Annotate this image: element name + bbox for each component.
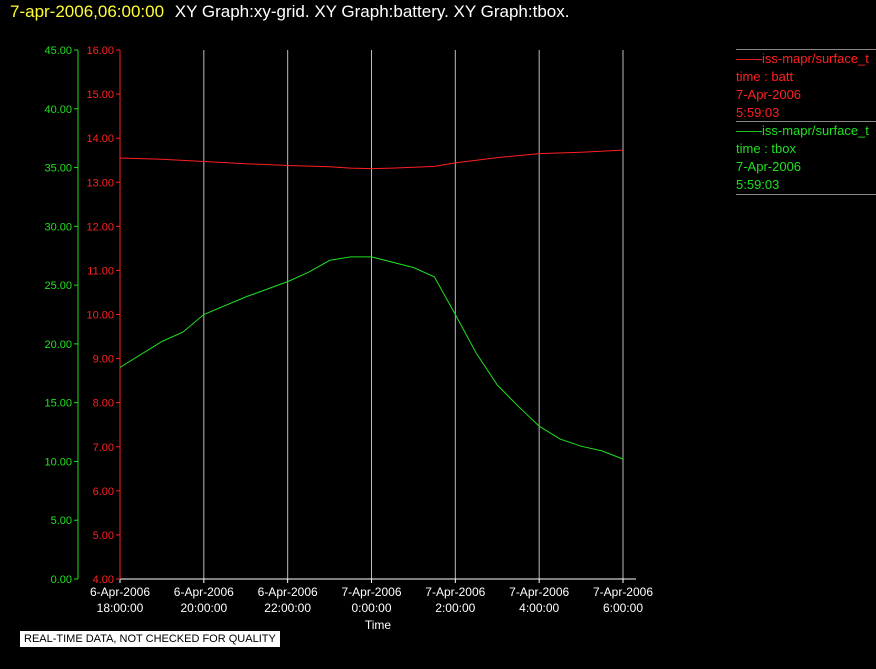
- y-tick-label-batt: 4.00: [93, 574, 114, 586]
- x-tick-label: 7-Apr-2006: [509, 585, 569, 599]
- x-tick-label: 22:00:00: [264, 601, 311, 615]
- x-tick-label: 6-Apr-2006: [90, 585, 150, 599]
- x-tick-label: 0:00:00: [351, 601, 391, 615]
- y-tick-label-batt: 10.00: [86, 310, 114, 322]
- y-tick-label-tbox: 40.00: [44, 104, 72, 116]
- series-line-batt: [119, 149, 624, 170]
- chart-header: 7-apr-2006,06:00:00 XY Graph:xy-grid. XY…: [10, 2, 569, 22]
- legend-entry-batt: ——iss-mapr/surface_t time : batt 7-Apr-2…: [736, 49, 876, 124]
- series-layer: [119, 149, 624, 460]
- x-tick-label: 7-Apr-2006: [593, 585, 653, 599]
- grid-layer: [203, 50, 624, 579]
- x-tick-label: 6-Apr-2006: [174, 585, 234, 599]
- y-tick-label-batt: 6.00: [93, 486, 114, 498]
- legend-tbox-line-1: time : tbox: [736, 141, 796, 156]
- x-tick-label: 7-Apr-2006: [341, 585, 401, 599]
- x-tick-label: 6-Apr-2006: [258, 585, 318, 599]
- legend-batt-name: ——iss-mapr/surface_t: [736, 51, 869, 66]
- y-tick-label-tbox: 45.00: [44, 45, 72, 57]
- x-tick-label: 6:00:00: [603, 601, 643, 615]
- x-tick-label: 20:00:00: [180, 601, 227, 615]
- y-tick-label-tbox: 10.00: [44, 456, 72, 468]
- legend-tbox-line-2: 7-Apr-2006: [736, 159, 802, 174]
- y-tick-label-batt: 8.00: [93, 398, 114, 410]
- header-timestamp: 7-apr-2006,06:00:00: [10, 2, 165, 21]
- legend-entry-tbox: ——iss-mapr/surface_t time : tbox 7-Apr-2…: [736, 121, 876, 196]
- legend-batt-line-3: 5:59:03: [736, 105, 780, 120]
- y-tick-label-tbox: 30.00: [44, 221, 72, 233]
- y-tick-label-batt: 13.00: [86, 177, 114, 189]
- x-tick-label: 2:00:00: [435, 601, 475, 615]
- series-line-tbox: [119, 256, 624, 460]
- x-axis-label: Time: [365, 618, 392, 632]
- y-tick-label-tbox: 15.00: [44, 398, 72, 410]
- y-tick-label-tbox: 20.00: [44, 339, 72, 351]
- y-tick-label-batt: 11.00: [87, 265, 114, 277]
- axis-layer: 6-Apr-2006 18:00:00 6-Apr-2006 20:00:00 6-Ap…: [44, 45, 653, 615]
- y-tick-label-batt: 12.00: [86, 221, 114, 233]
- y-tick-label-batt: 15.00: [86, 89, 114, 101]
- y-tick-label-batt: 7.00: [93, 442, 114, 454]
- header-graph-titles: XY Graph:xy-grid. XY Graph:battery. XY G…: [174, 2, 570, 21]
- y-tick-label-batt: 9.00: [93, 354, 114, 366]
- legend-tbox-line-3: 5:59:03: [736, 177, 780, 192]
- y-tick-label-batt: 14.00: [86, 133, 114, 145]
- y-tick-label-tbox: 5.00: [51, 515, 72, 527]
- legend-batt-line-2: 7-Apr-2006: [736, 87, 802, 102]
- y-tick-label-tbox: 25.00: [44, 280, 72, 292]
- x-tick-label: 4:00:00: [519, 601, 559, 615]
- quality-notice: REAL-TIME DATA, NOT CHECKED FOR QUALITY: [20, 631, 280, 647]
- y-tick-label-tbox: 35.00: [44, 163, 72, 175]
- y-tick-label-batt: 16.00: [86, 45, 114, 57]
- x-tick-label: 18:00:00: [97, 601, 144, 615]
- legend-batt-line-1: time : batt: [736, 69, 794, 84]
- legend-tbox-name: ——iss-mapr/surface_t: [736, 123, 869, 138]
- y-tick-label-batt: 5.00: [93, 530, 114, 542]
- y-tick-label-tbox: 0.00: [51, 574, 72, 586]
- x-tick-label: 7-Apr-2006: [425, 585, 485, 599]
